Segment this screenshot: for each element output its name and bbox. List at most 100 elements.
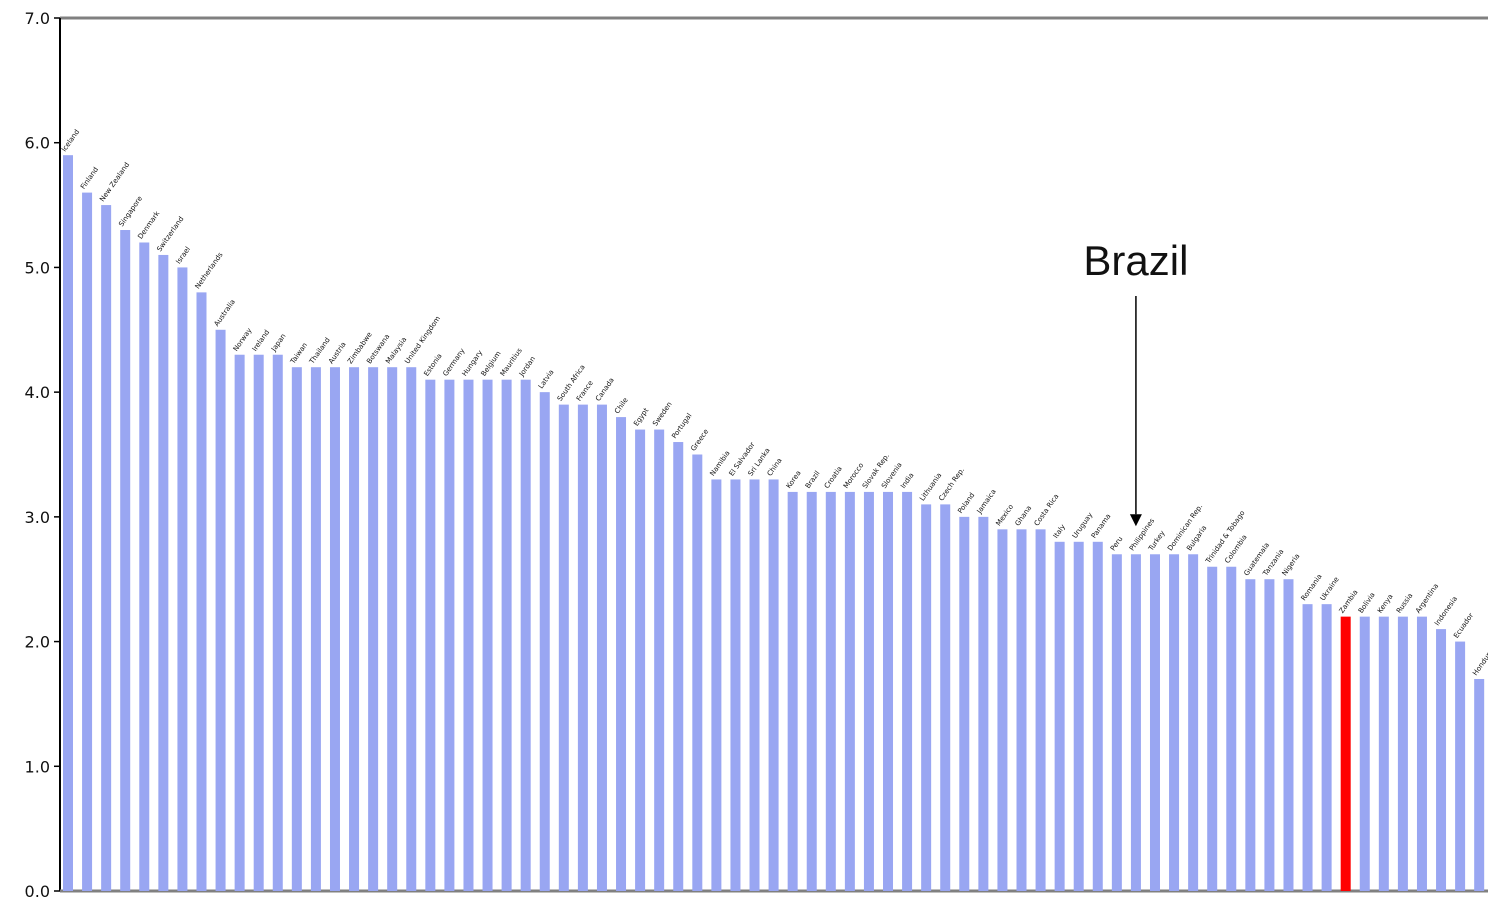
y-tick-label: 1.0	[25, 757, 50, 776]
category-label: Estonia	[422, 352, 443, 378]
category-label: Canada	[594, 376, 616, 402]
category-label: Turkey	[1147, 529, 1167, 553]
bar	[692, 454, 703, 891]
category-label: Czech Rep.	[937, 466, 966, 502]
bar	[406, 367, 417, 891]
bar	[1035, 529, 1046, 891]
bar	[596, 404, 607, 891]
bar	[1378, 616, 1389, 891]
bar	[711, 479, 722, 891]
category-label: Indonesia	[1433, 595, 1459, 627]
annotation-label: Brazil	[1083, 237, 1188, 284]
y-tick-label: 0.0	[25, 882, 50, 898]
category-label: Peru	[1109, 535, 1124, 552]
category-label: India	[899, 471, 915, 490]
category-label: Croatia	[823, 465, 844, 490]
bar	[1397, 616, 1408, 891]
category-label: Ecuador	[1452, 612, 1475, 640]
bar	[329, 367, 340, 891]
bar	[539, 392, 550, 891]
category-label: Costa Rica	[1033, 493, 1061, 528]
bar	[902, 491, 913, 891]
category-label: Portugal	[670, 412, 693, 440]
category-label: Korea	[785, 469, 803, 490]
bar	[63, 155, 73, 891]
category-label: Finland	[79, 166, 100, 191]
category-label: Greece	[689, 428, 710, 453]
category-label: Egypt	[632, 406, 650, 427]
bar	[940, 504, 951, 891]
category-label: Austria	[327, 340, 348, 365]
bar	[844, 491, 855, 891]
y-axis-ticks: 0.0 1.0 2.0 3.0 4.0 5.0 6.0 7.0	[25, 9, 60, 898]
category-label: Singapore	[117, 195, 144, 229]
bar	[1130, 554, 1141, 891]
category-label: Mexico	[995, 503, 1016, 528]
bar	[101, 205, 112, 892]
bar	[349, 367, 360, 891]
bar	[82, 192, 93, 892]
bar	[520, 379, 531, 891]
bar	[139, 242, 150, 891]
category-label: Bolivia	[1357, 591, 1377, 615]
bar	[272, 354, 283, 891]
brazil-annotation: Brazil	[1083, 237, 1188, 527]
bar	[196, 292, 207, 891]
bar	[1111, 554, 1122, 891]
bar	[768, 479, 779, 891]
bar	[1092, 541, 1103, 891]
category-label: Australia	[213, 298, 237, 328]
bars	[63, 155, 1485, 892]
y-tick-label: 6.0	[25, 134, 50, 153]
bar	[1207, 566, 1218, 891]
category-label: Israel	[175, 245, 193, 265]
category-label: Ghana	[1014, 504, 1034, 527]
bar	[883, 491, 894, 891]
bar	[215, 329, 226, 891]
bar	[291, 367, 302, 891]
bar	[787, 491, 798, 891]
annotation-arrow-head	[1129, 514, 1142, 527]
category-label: Nigeria	[1281, 552, 1302, 577]
category-label: Argentina	[1414, 582, 1440, 615]
y-tick-label: 4.0	[25, 383, 50, 402]
bar	[482, 379, 493, 891]
category-label: Poland	[956, 491, 976, 515]
category-label: France	[575, 379, 595, 403]
category-label: Taiwan	[288, 341, 309, 366]
bar	[501, 379, 512, 891]
bar	[1188, 554, 1199, 891]
bar	[863, 491, 874, 891]
category-label: Chile	[613, 396, 630, 415]
category-label: New Zealand	[98, 161, 131, 203]
y-tick-label: 2.0	[25, 633, 50, 652]
bar	[444, 379, 455, 891]
category-label: Iceland	[60, 128, 81, 153]
category-label: Kenya	[1376, 593, 1395, 615]
bar	[368, 367, 379, 891]
bar	[158, 254, 169, 891]
category-label: Denmark	[136, 209, 162, 241]
bar	[749, 479, 760, 891]
bar	[1054, 541, 1065, 891]
bar	[425, 379, 436, 891]
bar	[825, 491, 836, 891]
bar	[577, 404, 588, 891]
bar	[673, 442, 684, 891]
category-label: Jordan	[517, 355, 537, 379]
bar	[1149, 554, 1160, 891]
bar	[921, 504, 932, 891]
bar	[1302, 604, 1313, 891]
bar	[463, 379, 474, 891]
bar	[1436, 629, 1447, 891]
bar	[310, 367, 321, 891]
category-label: Switzerland	[155, 215, 185, 253]
y-tick-label: 5.0	[25, 258, 50, 277]
bar	[730, 479, 741, 891]
bar	[1169, 554, 1180, 891]
bar	[1016, 529, 1027, 891]
bar	[1474, 678, 1485, 891]
bar	[1416, 616, 1427, 891]
category-label: Ireland	[251, 328, 271, 352]
